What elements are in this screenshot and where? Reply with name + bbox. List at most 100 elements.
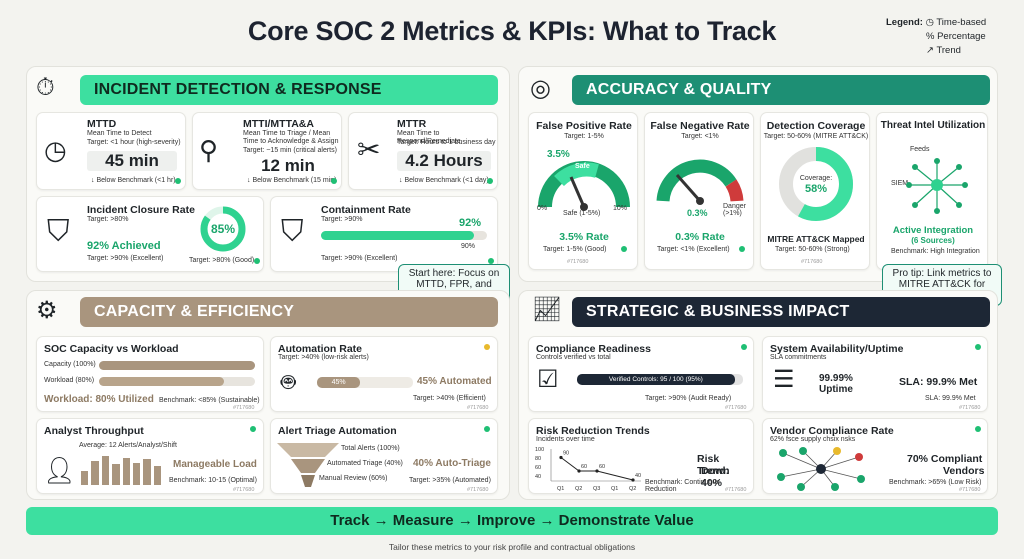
at-bars xyxy=(81,453,161,485)
section-header-capacity: CAPACITY & EFFICIENCY xyxy=(80,297,498,327)
fnr-danger: Danger (>1%) xyxy=(723,203,746,217)
rr-point-label: 40 xyxy=(635,473,641,479)
card-soc-capacity: SOC Capacity vs Workload Capacity (100%)… xyxy=(36,336,264,412)
status-dot xyxy=(488,258,494,264)
mttr-sub: Mean Time to Respond/Remediate xyxy=(397,130,461,146)
rr-id: #717680 xyxy=(725,487,747,493)
throughput-bar xyxy=(143,459,151,485)
fpr-range: Safe (1-5%) xyxy=(563,210,601,217)
ata-target2: Target: >35% (Automated) xyxy=(409,477,491,484)
rr-ytick: 80 xyxy=(535,456,541,462)
containment-value: 92% xyxy=(459,217,482,229)
rr-point-label: 60 xyxy=(599,464,605,470)
closure-ring: 85% xyxy=(200,206,246,252)
fpr-gauge xyxy=(538,161,630,211)
containment-mark: 90% xyxy=(461,243,476,250)
status-dot xyxy=(331,178,337,184)
ti-active: Active Integration xyxy=(892,225,974,236)
socc-work-track xyxy=(99,377,255,386)
section-header-strategic: STRATEGIC & BUSINESS IMPACT xyxy=(572,297,990,327)
containment-target2: Target: >90% (Excellent) xyxy=(321,255,398,262)
rr-line-chart: 100 80 60 40 Q1 Q2 Q3 Q1 Q2 90 60 60 40 xyxy=(535,447,641,492)
rr-trend: Risk Trend: xyxy=(697,453,730,477)
rr-point-label: 90 xyxy=(563,451,569,457)
throughput-bar xyxy=(153,465,161,485)
vc-val2: Vendors xyxy=(943,465,985,477)
mttd-target: Target: <1 hour (high-severity) xyxy=(87,139,181,146)
card-triage: Alert Triage Automation Total Alerts (10… xyxy=(270,418,498,494)
ti-feeds: Feeds xyxy=(910,146,930,153)
throughput-bar xyxy=(132,462,141,485)
socc-id: #717680 xyxy=(233,405,255,411)
sa-id: #717680 xyxy=(959,405,981,411)
mttr-bench: ↓ Below Benchmark (<1 day) xyxy=(399,177,489,184)
status-dot xyxy=(487,178,493,184)
ti-bench: Benchmark: High Integration xyxy=(891,248,980,255)
status-dot xyxy=(975,426,981,432)
closure-target3: Target: >80% (Good) xyxy=(189,257,255,264)
mtti-sub: Mean Time to Triage / Mean Time to Ackno… xyxy=(243,130,339,146)
socc-bench: Benchmark: <85% (Sustainable) xyxy=(159,397,260,404)
auto-target2: Target: >40% (Efficient) xyxy=(413,395,486,402)
rr-xtick: Q2 xyxy=(575,486,582,492)
fpr-safe: Safe xyxy=(575,163,590,170)
card-threat-intel: Threat Intel Utilization Feeds SIEM Acti… xyxy=(876,112,988,270)
rr-ytick: 100 xyxy=(535,447,544,453)
throughput-bar xyxy=(112,464,120,485)
rr-series-line xyxy=(560,457,634,481)
mtti-value: 12 min xyxy=(261,156,315,175)
at-avg: Average: 12 Alerts/Analyst/Shift xyxy=(79,442,177,449)
at-title: Analyst Throughput xyxy=(44,425,144,437)
fpr-needle xyxy=(569,176,586,208)
clock-icon: ◷ xyxy=(925,17,934,28)
socc-title: SOC Capacity vs Workload xyxy=(44,343,179,355)
fpr-l10: 10% xyxy=(613,205,628,212)
cr-fill: Verified Controls: 95 / 100 (95%) xyxy=(577,374,735,385)
rr-point xyxy=(577,469,581,473)
ti-sources: (6 Sources) xyxy=(911,236,955,245)
closure-target2: Target: >90% (Excellent) xyxy=(87,255,164,262)
ata-title: Alert Triage Automation xyxy=(278,425,397,437)
fnr-target: Target: <1% xyxy=(681,133,719,140)
mtti-bench: ↓ Below Benchmark (15 min) xyxy=(247,177,337,184)
shield-check-icon: ⛉ xyxy=(281,215,304,248)
ti-network-icon xyxy=(906,158,968,214)
throughput-bar xyxy=(101,456,110,485)
fnr-rate: 0.3% Rate xyxy=(675,231,725,243)
server-icon: ☰ xyxy=(773,366,795,393)
cov-id: #717680 xyxy=(801,259,823,265)
vc-bench: Benchmark: >65% (Low Risk) xyxy=(889,479,982,486)
mttd-sub: Mean Time to Detect xyxy=(87,130,152,137)
mttd-title: MTTD xyxy=(87,118,117,130)
magnifier-icon: ⚲ xyxy=(199,135,219,165)
card-coverage: Detection Coverage Target: 50-60% (MITRE… xyxy=(760,112,870,270)
mttd-value: 45 min xyxy=(87,151,177,171)
cov-target: Target: 50-60% (MITRE ATT&CK) xyxy=(763,133,869,140)
ata-id: #717680 xyxy=(467,487,489,493)
status-dot xyxy=(254,258,260,264)
legend: Legend: ◷ Time-based % Percentage ↗ Tren… xyxy=(886,16,986,58)
ata-l3: Manual Review (60%) xyxy=(319,475,388,482)
cr-target: Target: >90% (Audit Ready) xyxy=(645,395,732,402)
card-fnr: False Negative Rate Target: <1% Danger (… xyxy=(644,112,754,270)
card-vendor: Vendor Compliance Rate 62% fsce supply c… xyxy=(762,418,988,494)
vc-sub: 62% fsce supply chsix nsks xyxy=(770,436,856,443)
cov-donut: Coverage: 58% xyxy=(779,147,853,221)
bottom-banner: Track → Measure → Improve → Demonstrate … xyxy=(26,507,998,535)
vc-val: 70% Compliant xyxy=(907,453,983,465)
ata-val: 40% Auto-Triage xyxy=(413,458,491,469)
auto-val: 45% Automated xyxy=(417,376,492,387)
section-header-accuracy: ACCURACY & QUALITY xyxy=(572,75,990,105)
sa-up: 99.99% xyxy=(819,373,853,384)
rr-ytick: 40 xyxy=(535,474,541,480)
sa-upl: Uptime xyxy=(819,384,853,395)
status-dot xyxy=(484,426,490,432)
rr-point xyxy=(595,469,599,473)
fpr-target: Target: 1-5% xyxy=(564,133,604,140)
rr-bench: Benchmark: Continuous Reduction xyxy=(645,479,720,493)
at-id: #717680 xyxy=(233,487,255,493)
fnr-target2: Target: <1% (Excellent) xyxy=(657,246,730,253)
cr-sub: Controls verified vs total xyxy=(536,354,611,361)
rr-sub: Incidents over time xyxy=(536,436,595,443)
socc-util: Workload: 80% Utilized xyxy=(44,394,154,405)
